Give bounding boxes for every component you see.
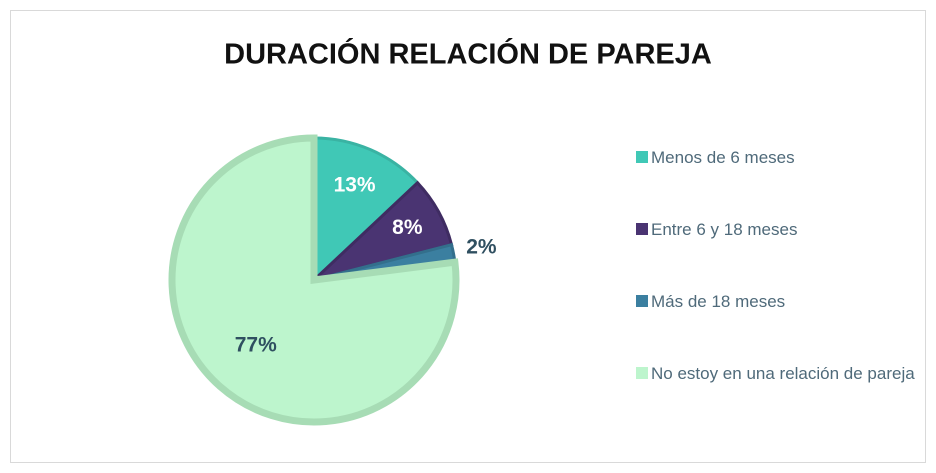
legend-item: Menos de 6 meses <box>636 146 926 170</box>
legend-item: No estoy en una relación de pareja <box>636 362 926 386</box>
legend-item: Más de 18 meses <box>636 290 926 314</box>
chart-title: DURACIÓN RELACIÓN DE PAREJA <box>224 37 712 71</box>
legend-swatch <box>636 295 648 307</box>
legend-swatch <box>636 223 648 235</box>
legend-label: Entre 6 y 18 meses <box>651 220 798 239</box>
chart-border <box>10 10 926 463</box>
data-label: 2% <box>466 236 497 259</box>
legend-swatch <box>636 367 648 379</box>
legend-item: Entre 6 y 18 meses <box>636 218 926 242</box>
data-label: 77% <box>235 334 277 357</box>
legend-label: No estoy en una relación de pareja <box>651 364 915 383</box>
legend-label: Más de 18 meses <box>651 292 786 311</box>
pie-slice <box>312 136 420 284</box>
data-label: 13% <box>334 174 376 197</box>
legend-label: Menos de 6 meses <box>651 148 795 167</box>
data-label: 8% <box>392 216 423 239</box>
legend-swatch <box>636 151 648 163</box>
pie-slice <box>168 134 460 426</box>
